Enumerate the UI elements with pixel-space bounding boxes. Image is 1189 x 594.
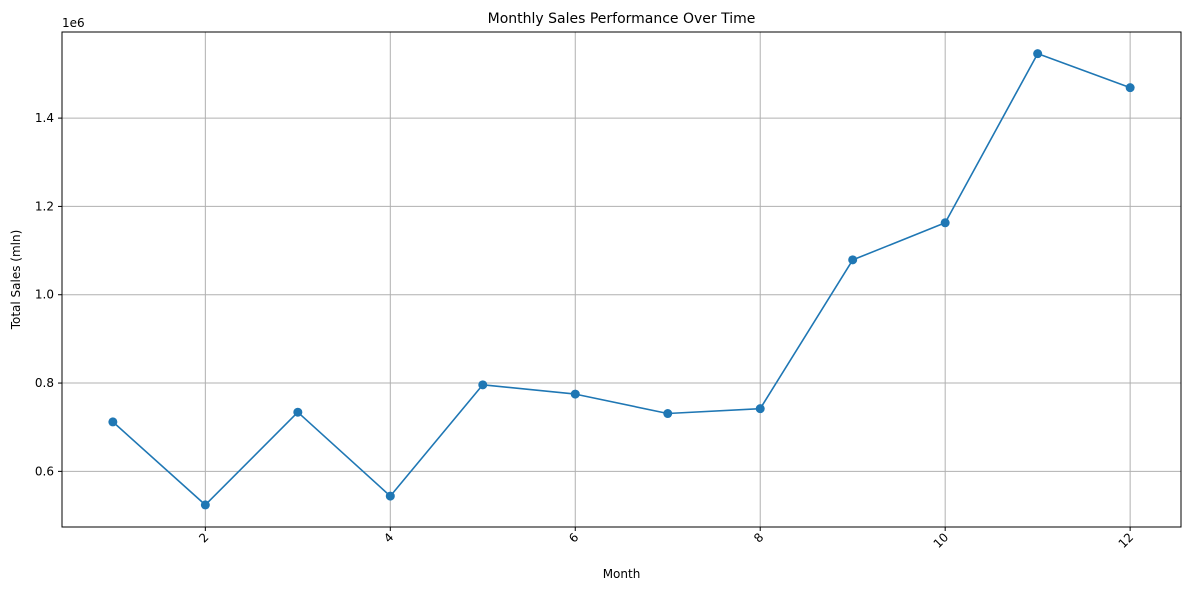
data-point [108,417,118,427]
x-axis-label: Month [603,567,641,581]
x-tick-label: 6 [566,530,581,545]
y-offset-label: 1e6 [62,16,85,30]
y-tick-label: 0.8 [35,376,54,390]
x-tick-label: 12 [1116,530,1137,551]
series-layer [108,49,1135,510]
x-tick-label: 8 [751,530,766,545]
plot-frame [61,31,1182,528]
data-point [755,404,765,414]
data-point [385,491,395,501]
y-tick-label: 1.4 [35,111,54,125]
y-axis: 0.6 0.8 1.0 1.2 1.4 [35,111,62,478]
y-axis-label: Total Sales (mln) [9,230,23,331]
data-point [478,380,488,390]
data-point [293,407,303,417]
data-point [1033,49,1043,59]
data-point [570,389,580,399]
grid [62,32,1181,527]
y-tick-label: 1.2 [35,199,54,213]
x-tick-label: 4 [381,530,396,545]
series-line [112,52,1131,506]
x-axis: 2 4 6 8 10 12 [196,527,1136,551]
y-tick-label: 1.0 [35,288,54,302]
data-point [1125,83,1135,93]
data-point [940,218,950,228]
data-point [663,409,673,419]
x-tick-label: 2 [196,530,211,545]
data-point [200,500,210,510]
y-tick-label: 0.6 [35,464,54,478]
data-point [848,255,858,265]
chart-title: Monthly Sales Performance Over Time [488,11,756,27]
x-tick-label: 10 [931,530,952,551]
